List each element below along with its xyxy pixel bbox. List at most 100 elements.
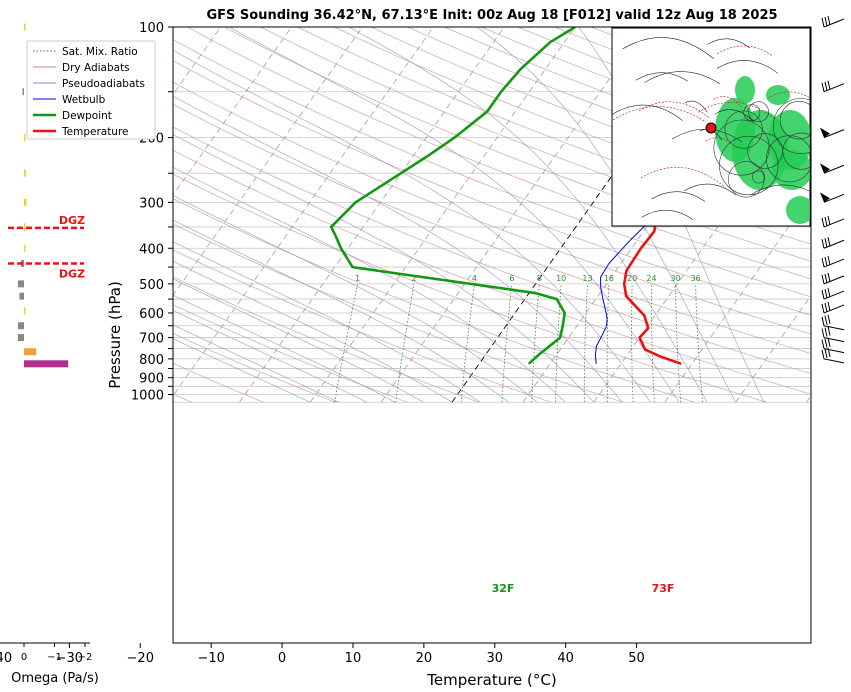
omega-bar (17, 334, 24, 342)
x-tick-label: 10 (345, 651, 362, 666)
legend-label: Dry Adiabats (62, 62, 130, 74)
omega-tick-label: 0 (21, 652, 27, 663)
wind-barb (821, 15, 845, 28)
barb-feather (821, 289, 825, 300)
y-tick-label: 900 (139, 372, 164, 387)
y-tick-label: 100 (139, 21, 164, 36)
omega-panel: 0 −1 −2 DGZ DGZ (0, 23, 92, 663)
dry-adiabat (173, 126, 811, 374)
map-contour (651, 191, 706, 202)
map-contour (766, 135, 810, 183)
barb-staff (823, 358, 845, 364)
mixing-ratio-line (695, 283, 704, 403)
wind-barb (820, 127, 845, 139)
map-contour (752, 170, 766, 184)
map-contour (717, 45, 774, 57)
barb-feather (821, 303, 825, 314)
dgz-label: DGZ (59, 214, 85, 227)
plot-frame (172, 26, 812, 644)
pseudoadiabat (173, 166, 566, 403)
isotherm-line (173, 27, 363, 297)
legend-label: Wetbulb (62, 94, 106, 106)
wind-barb (821, 255, 845, 268)
map-contour (743, 104, 761, 122)
dry-adiabat (173, 149, 811, 395)
omega-axis-label: Omega (Pa/s) (11, 671, 99, 686)
barb-feather (824, 238, 828, 248)
barb-feather (827, 272, 831, 282)
precip-area (735, 76, 755, 104)
dry-adiabat (187, 27, 811, 280)
wind-barb (821, 237, 845, 249)
map-contour (638, 101, 711, 119)
x-axis-label: Temperature (°C) (426, 671, 556, 689)
pseudoadiabat (173, 134, 595, 403)
y-tick-label: 400 (139, 242, 164, 257)
profile-dewpoint (329, 27, 576, 365)
map-contour (612, 106, 706, 123)
y-tick-label: 800 (139, 353, 164, 368)
x-tick-label: 40 (557, 651, 574, 666)
barb-feather (827, 215, 831, 226)
wind-barb (821, 314, 845, 331)
barb-feather (827, 337, 831, 347)
omega-bar (17, 322, 24, 330)
barb-staff (823, 193, 845, 203)
barb-feather (827, 255, 831, 266)
precip-area (766, 85, 790, 105)
legend-box (26, 40, 156, 140)
map-contour (684, 100, 708, 113)
omega-bar (24, 244, 26, 252)
dry-adiabat (173, 60, 811, 316)
map-contour (728, 161, 765, 198)
mixing-ratio-line (675, 283, 682, 403)
barb-staff (823, 129, 845, 139)
chart-title: GFS Sounding 36.42°N, 67.13°E Init: 00z … (206, 8, 777, 23)
mixing-ratio-label: 20 (627, 274, 637, 283)
y-tick-label: 300 (139, 196, 164, 211)
isotherm-line (0, 27, 8, 402)
wind-barb (821, 287, 845, 300)
pseudoadiabat (173, 241, 481, 403)
barb-feather (824, 338, 828, 348)
dry-adiabat (173, 81, 811, 335)
omega-bar (17, 280, 24, 288)
mixing-ratio-line (606, 283, 610, 403)
barb-feather (821, 257, 825, 268)
map-contour (716, 60, 779, 74)
dry-adiabat (173, 333, 336, 403)
map-contour (635, 72, 688, 82)
barb-staff (823, 337, 845, 343)
isotherm-line (173, 27, 434, 397)
dry-adiabat (173, 103, 811, 354)
barb-feather (824, 302, 828, 313)
mixing-ratio-label: 10 (556, 274, 566, 283)
y-tick-label: 1000 (131, 389, 164, 404)
mixing-ratio-label: 36 (691, 274, 701, 283)
barb-feather (821, 328, 825, 338)
barb-feather (821, 82, 825, 92)
pseudoadiabat (173, 294, 396, 403)
wind-barb (821, 301, 845, 314)
mixing-ratio-line (501, 283, 513, 403)
barb-feather (827, 80, 831, 90)
omega-bar (24, 223, 26, 231)
barb-feather (824, 81, 828, 91)
isotherm-line (238, 27, 505, 403)
pseudoadiabat (173, 260, 453, 403)
mixing-ratio-label: 6 (509, 274, 514, 283)
map-contour (767, 91, 810, 99)
x-tick-label: −10 (197, 651, 224, 666)
barb-feather (827, 237, 831, 247)
map-contour (640, 167, 726, 188)
surface-dewpoint-label: 32F (492, 582, 515, 595)
barb-feather (827, 314, 831, 324)
mixing-ratio-label: 4 (472, 274, 477, 283)
map-contour (782, 132, 810, 170)
dry-adiabat (173, 249, 552, 403)
map-contour (622, 37, 714, 59)
x-tick-label: −20 (127, 651, 154, 666)
dgz-label: DGZ (59, 267, 85, 280)
dry-adiabat (173, 304, 408, 403)
precip-area (786, 196, 810, 224)
